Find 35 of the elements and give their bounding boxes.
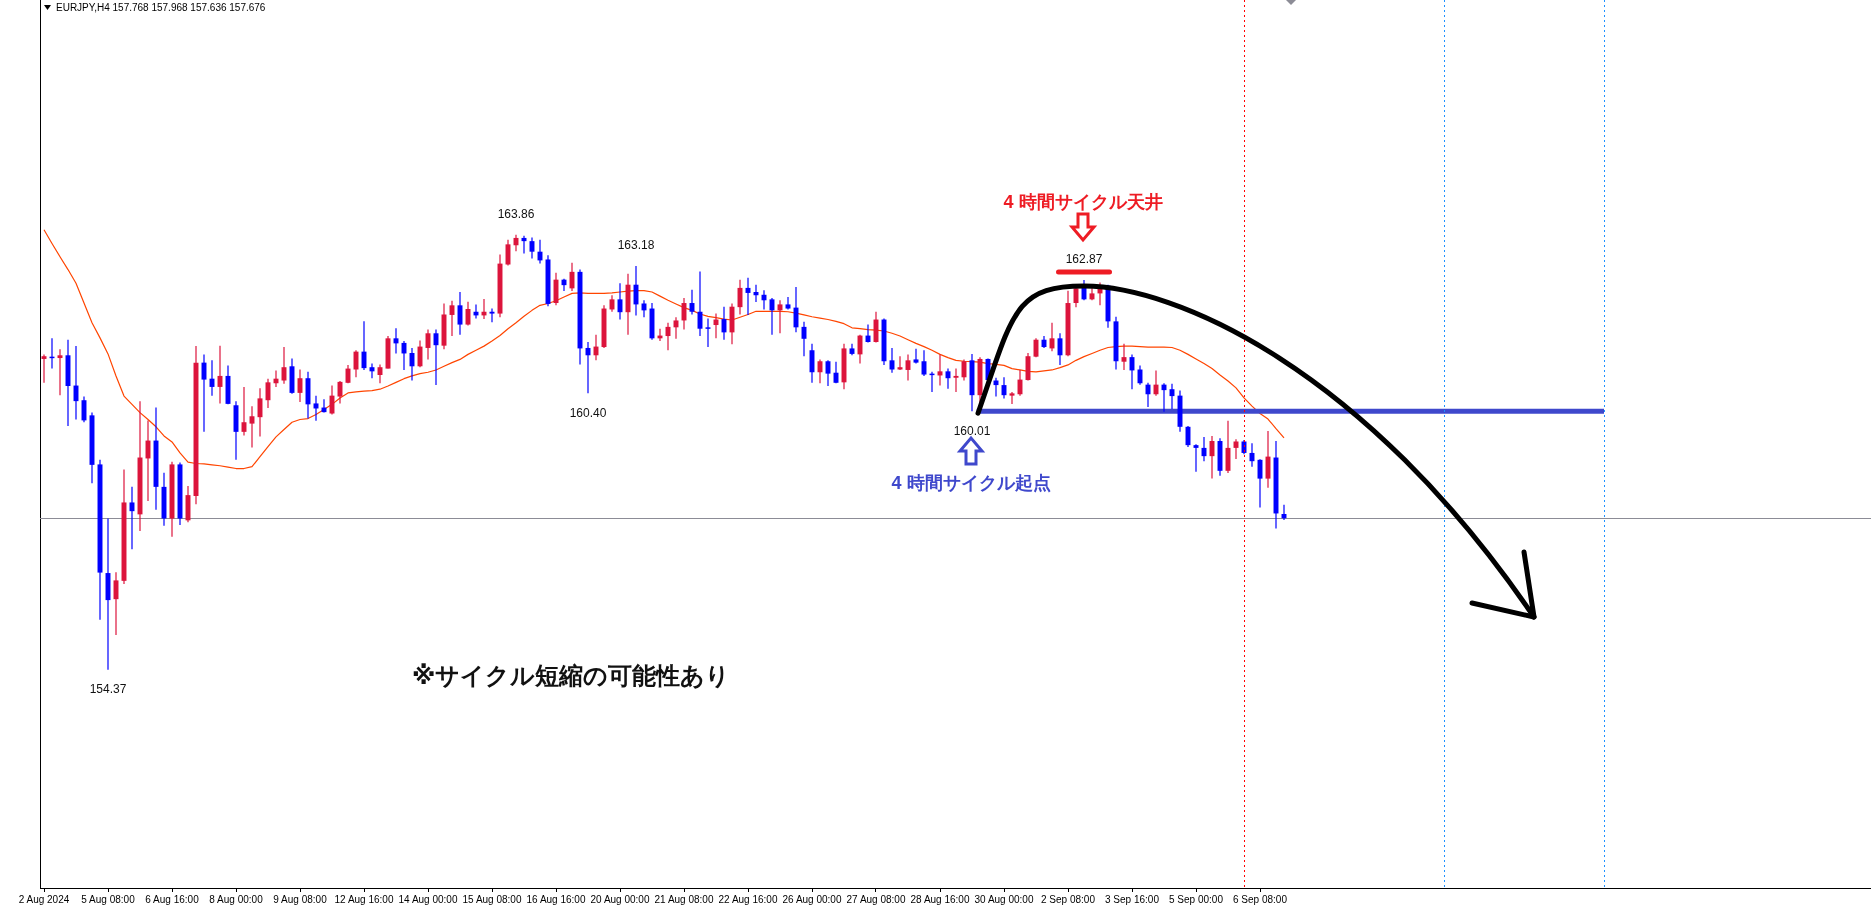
x-tick-label: 28 Aug 16:00 xyxy=(910,893,970,905)
x-tick-label: 21 Aug 08:00 xyxy=(654,893,714,905)
annotation: 4 時間サイクル天井 xyxy=(1003,191,1163,212)
x-tick-label: 5 Sep 00:00 xyxy=(1169,893,1224,905)
x-tick-label: 20 Aug 00:00 xyxy=(590,893,650,905)
x-tick-label: 6 Aug 16:00 xyxy=(145,893,200,905)
x-tick-label: 27 Aug 08:00 xyxy=(846,893,906,905)
candlestick xyxy=(1009,391,1015,405)
annotation: 162.87 xyxy=(1065,252,1103,267)
candlestick xyxy=(913,348,919,365)
candlestick xyxy=(705,318,711,348)
x-tick-label: 2 Sep 08:00 xyxy=(1041,893,1096,905)
annotation: ※サイクル短縮の可能性あり xyxy=(412,661,731,689)
x-tick-label: 14 Aug 00:00 xyxy=(398,893,458,905)
annotation: 154.37 xyxy=(89,682,127,697)
x-tick-label: 30 Aug 00:00 xyxy=(974,893,1034,905)
x-tick-label: 5 Aug 08:00 xyxy=(81,893,136,905)
x-tick-label: 12 Aug 16:00 xyxy=(334,893,394,905)
annotation: 160.40 xyxy=(569,405,607,420)
x-tick-label: 15 Aug 08:00 xyxy=(462,893,522,905)
x-tick-label: 22 Aug 16:00 xyxy=(718,893,778,905)
x-tick-label: 26 Aug 00:00 xyxy=(782,893,842,905)
x-tick-label: 6 Sep 08:00 xyxy=(1233,893,1288,905)
candlestick xyxy=(897,355,903,371)
x-tick-label: 9 Aug 08:00 xyxy=(273,893,328,905)
x-tick-label: 2 Aug 2024 xyxy=(18,893,70,905)
x-tick-label: 16 Aug 16:00 xyxy=(526,893,586,905)
annotation: 163.86 xyxy=(497,207,535,222)
annotation: 160.01 xyxy=(953,423,991,438)
x-tick-label: 3 Sep 16:00 xyxy=(1105,893,1160,905)
chart-title: EURJPY,H4 157.768 157.968 157.636 157.676 xyxy=(56,1,266,13)
annotation: 163.18 xyxy=(617,238,655,253)
x-tick-label: 8 Aug 00:00 xyxy=(209,893,264,905)
annotation: 4 時間サイクル起点 xyxy=(891,472,1051,493)
candlestick xyxy=(785,296,791,311)
